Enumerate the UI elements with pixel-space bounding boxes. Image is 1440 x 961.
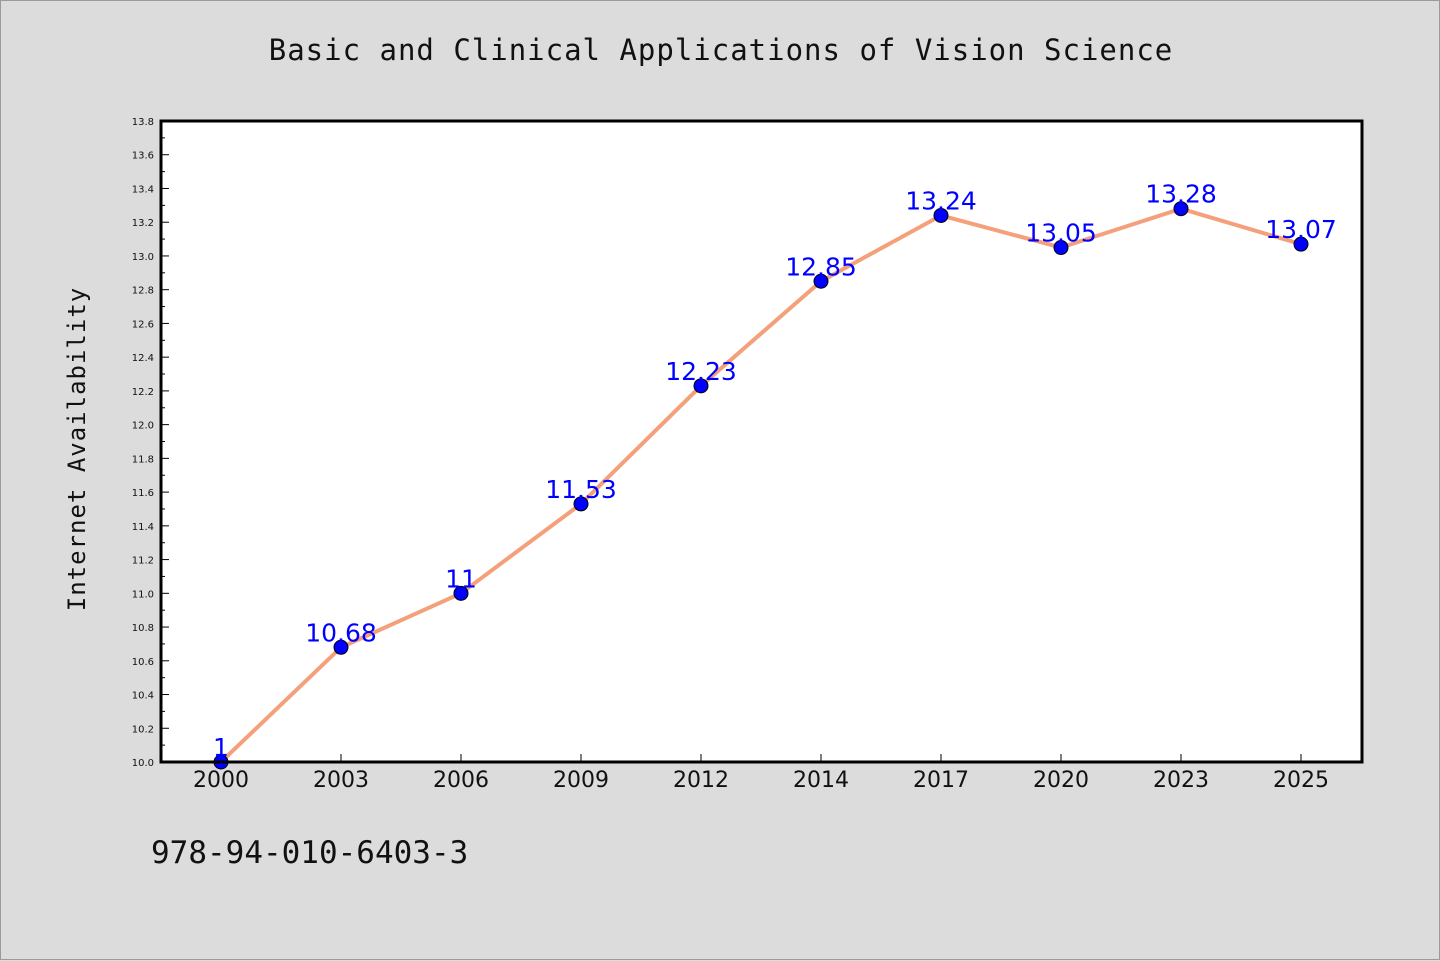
data-point — [333, 639, 349, 655]
data-label: 10.68 — [305, 618, 377, 647]
y-tick-label: 13.0 — [132, 252, 154, 263]
y-tick-label: 13.2 — [132, 218, 154, 229]
y-tick-label: 13.4 — [132, 184, 154, 195]
y-tick-label: 10.6 — [132, 657, 154, 668]
data-point — [1173, 201, 1189, 217]
y-tick-label: 12.4 — [132, 353, 154, 364]
x-tick-label: 2012 — [673, 768, 729, 793]
y-tick-label: 10.2 — [132, 724, 154, 735]
x-tick-label: 2023 — [1153, 768, 1209, 793]
data-point — [1053, 240, 1069, 256]
y-tick-label: 10.4 — [132, 691, 154, 702]
x-tick-label: 2003 — [313, 768, 369, 793]
x-tick-label: 2025 — [1273, 768, 1329, 793]
data-label: 12.23 — [665, 357, 737, 386]
data-label: 12.85 — [785, 252, 857, 281]
y-tick-label: 13.6 — [132, 151, 154, 162]
data-point — [1293, 236, 1309, 252]
y-tick-label: 11.2 — [132, 556, 154, 567]
series-line — [219, 206, 1302, 764]
x-tick-label: 2009 — [553, 768, 609, 793]
data-label: 1 — [213, 733, 229, 762]
chart-title: Basic and Clinical Applications of Visio… — [268, 33, 1174, 67]
y-tick-label: 10.8 — [132, 623, 154, 634]
data-labels: 1 10.68 11 11.53 12.23 12.85 13.24 13.05 13.28 13… — [213, 180, 1337, 762]
data-label: 11.53 — [545, 475, 617, 504]
data-point — [573, 496, 589, 512]
x-tick-label: 2017 — [913, 768, 969, 793]
data-label: 11 — [445, 564, 477, 593]
y-tick-label: 10.0 — [132, 758, 154, 769]
x-tick-label: 2014 — [793, 768, 849, 793]
data-point — [693, 378, 709, 394]
data-label: 13.28 — [1145, 180, 1217, 209]
x-tick-label: 2000 — [193, 768, 249, 793]
isbn-text: 978-94-010-6403-3 — [151, 835, 469, 871]
y-tick-label: 11.8 — [132, 454, 154, 465]
y-tick-label: 11.0 — [132, 589, 154, 600]
y-tick-label: 11.4 — [132, 522, 154, 533]
data-point — [933, 207, 949, 223]
data-point — [813, 273, 829, 289]
x-tick-label: 2020 — [1033, 768, 1089, 793]
data-label: 13.07 — [1265, 215, 1337, 244]
data-label: 13.24 — [905, 186, 977, 215]
y-tick-label: 12.6 — [132, 319, 154, 330]
y-tick-label: 11.6 — [132, 488, 154, 499]
y-tick-label: 12.2 — [132, 387, 154, 398]
y-tick-label: 13.8 — [132, 117, 154, 128]
y-tick-label: 12.8 — [132, 286, 154, 297]
plot-frame — [159, 119, 1364, 764]
data-point — [453, 585, 469, 601]
data-label: 13.05 — [1025, 219, 1097, 248]
plot-area — [161, 121, 1362, 762]
x-axis: 2000 2003 2006 2009 2012 2014 2017 2020 2023 2025 — [193, 754, 1329, 793]
x-tick-label: 2006 — [433, 768, 489, 793]
data-markers — [213, 201, 1309, 770]
y-tick-label: 12.0 — [132, 421, 154, 432]
